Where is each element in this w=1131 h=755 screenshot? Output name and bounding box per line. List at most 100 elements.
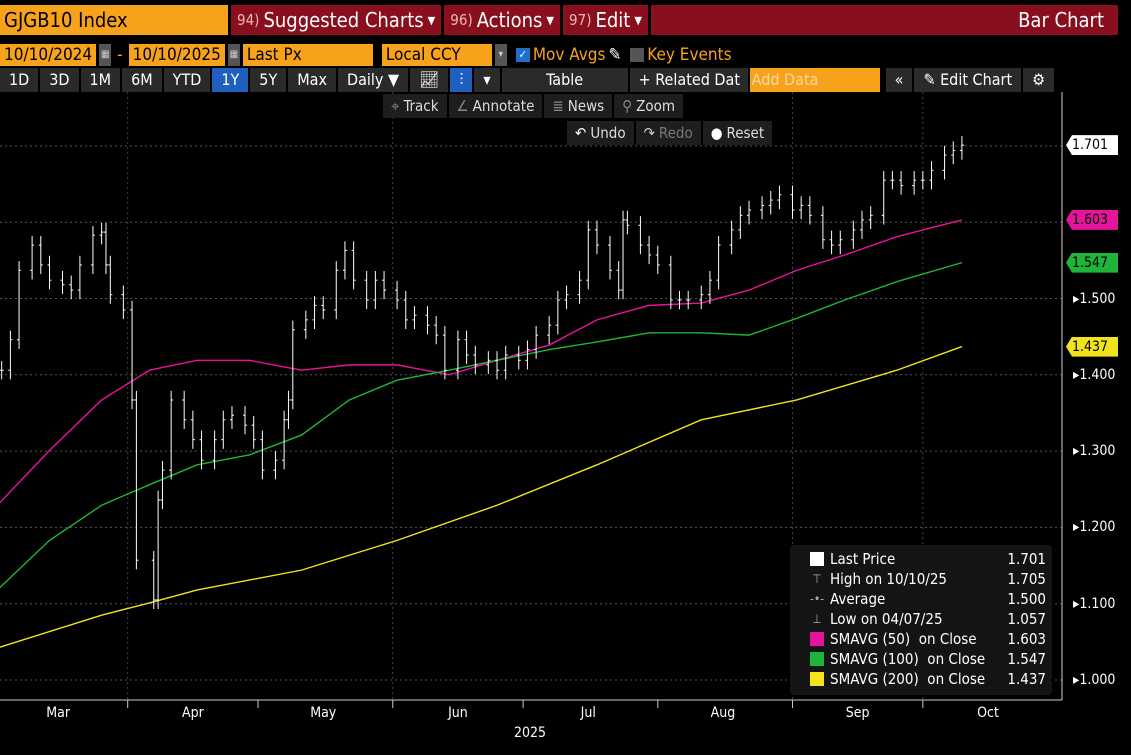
field-select[interactable]: Last Px: [242, 44, 373, 66]
range-3d[interactable]: 3D: [40, 68, 79, 92]
undo-label: Undo: [590, 124, 626, 142]
x-tick-label: May: [310, 705, 337, 721]
last-value-label: 1.547: [1066, 252, 1118, 273]
menu-label: Suggested Charts: [263, 8, 424, 32]
track-label: Track: [403, 97, 439, 115]
edit-menu[interactable]: 97) Edit ▼: [563, 5, 648, 35]
magnifier-icon: ⚲: [622, 97, 633, 115]
caret-down-icon: ▼: [427, 13, 436, 27]
legend-label: High on 10/10/25: [830, 570, 948, 588]
x-tick-label: Jul: [580, 705, 596, 721]
key-events-label: Key Events: [647, 45, 732, 65]
legend-label: SMAVG (200) on Close: [830, 670, 986, 688]
pencil-icon[interactable]: ✎: [608, 45, 622, 65]
x-tick-label: Mar: [46, 705, 71, 721]
edit-chart-button[interactable]: ✎ Edit Chart: [914, 68, 1022, 92]
x-year-label: 2025: [513, 725, 547, 741]
undo-button[interactable]: ↶ Undo: [567, 121, 634, 145]
ticker-field[interactable]: GJGB10 Index: [0, 5, 228, 35]
y-tick-label: ▸1.500: [1073, 290, 1116, 307]
pencil-icon: ✎: [923, 70, 941, 89]
dropdown-arrow-icon[interactable]: ▾: [494, 44, 507, 66]
reset-label: Reset: [726, 124, 765, 142]
low-marker-icon: ⊥: [812, 612, 822, 626]
toolbar: 1D 3D 1M 6M YTD 1Y 5Y Max Daily ▼ 📈︎ ⫶ ▾…: [0, 68, 1118, 92]
range-1d[interactable]: 1D: [0, 68, 39, 92]
legend-value: 1.603: [1007, 630, 1046, 648]
calendar-icon[interactable]: ▦: [227, 44, 240, 66]
chart-type-title: Bar Chart: [650, 5, 1118, 35]
collapse-icon[interactable]: «: [885, 68, 913, 92]
reset-button[interactable]: ● Reset: [702, 121, 773, 145]
redo-button[interactable]: ↷ Redo: [635, 121, 701, 145]
x-tick-label: Aug: [710, 705, 736, 721]
news-button[interactable]: ≣ News: [544, 94, 613, 118]
price-chart[interactable]: [0, 92, 1131, 755]
sma100-swatch: [810, 652, 824, 666]
key-events-checkbox[interactable]: [630, 48, 645, 62]
range-max[interactable]: Max: [288, 68, 336, 92]
legend-label: Average: [830, 590, 886, 608]
table-button[interactable]: Table: [501, 68, 628, 92]
x-tick-label: Apr: [181, 705, 204, 721]
legend-sma50: SMAVG (50) on Close 1.603: [794, 629, 1046, 649]
x-tick-label: Jun: [448, 705, 468, 721]
sma-line-0: [0, 219, 963, 504]
mov-avgs-label: Mov Avgs: [532, 45, 606, 65]
menu-number: 97): [569, 11, 592, 29]
range-ytd[interactable]: YTD: [163, 68, 211, 92]
legend-label: Last Price: [830, 550, 896, 568]
gear-icon[interactable]: ⚙: [1023, 68, 1054, 92]
range-1m[interactable]: 1M: [80, 68, 121, 92]
chart-legend: Last Price 1.701 ⊤ High on 10/10/25 1.705 -…: [790, 545, 1052, 695]
y-tick-label: ▸1.400: [1073, 366, 1116, 383]
calendar-icon[interactable]: ▦: [99, 44, 112, 66]
y-tick-label: ▸1.100: [1073, 595, 1116, 612]
related-data-button[interactable]: + Related Dat: [629, 68, 748, 92]
controls-row: 10/10/2024 ▦ - 10/10/2025 ▦ Last Px Loca…: [0, 44, 732, 66]
chart-tools: ⌖ Track ∠ Annotate ≣ News ⚲ Zoom: [383, 94, 683, 118]
bar-chart-icon[interactable]: ⫶: [450, 68, 473, 92]
period-select[interactable]: Daily ▼: [338, 68, 409, 92]
legend-value: 1.500: [1007, 590, 1046, 608]
track-button[interactable]: ⌖ Track: [383, 94, 447, 118]
last-value-label: 1.437: [1066, 336, 1118, 357]
last-value-label: 1.603: [1066, 209, 1118, 230]
annotate-button[interactable]: ∠ Annotate: [448, 94, 543, 118]
menu-number: 96): [450, 11, 473, 29]
suggested-charts-menu[interactable]: 94) Suggested Charts ▼: [231, 5, 442, 35]
last-value-label: 1.701: [1066, 135, 1118, 156]
range-5y[interactable]: 5Y: [250, 68, 287, 92]
legend-value: 1.705: [1007, 570, 1046, 588]
legend-average: -•- Average 1.500: [794, 589, 1046, 609]
y-tick-label: ▸1.300: [1073, 443, 1116, 460]
sma50-swatch: [810, 632, 824, 646]
legend-high: ⊤ High on 10/10/25 1.705: [794, 569, 1046, 589]
sma200-swatch: [810, 672, 824, 686]
actions-menu[interactable]: 96) Actions ▼: [444, 5, 561, 35]
mov-avgs-checkbox[interactable]: ✓: [515, 48, 530, 62]
legend-value: 1.057: [1007, 610, 1046, 628]
caret-down-icon: ▼: [634, 13, 642, 27]
chart-type-dropdown-icon[interactable]: ▾: [474, 68, 500, 92]
legend-low: ⊥ Low on 04/07/25 1.057: [794, 609, 1046, 629]
legend-last-price: Last Price 1.701: [794, 549, 1046, 569]
date-separator: -: [117, 45, 123, 65]
add-data-input[interactable]: Add Data: [749, 68, 880, 92]
x-tick-label: Sep: [845, 705, 870, 721]
line-chart-icon[interactable]: 📈︎: [410, 68, 449, 92]
undo-icon: ↶: [575, 124, 587, 142]
currency-select[interactable]: Local CCY: [381, 44, 492, 66]
end-date-input[interactable]: 10/10/2025: [128, 44, 225, 66]
range-1y[interactable]: 1Y: [212, 68, 249, 92]
caret-down-icon: ▼: [546, 13, 555, 27]
zoom-button[interactable]: ⚲ Zoom: [614, 94, 683, 118]
legend-value: 1.547: [1007, 650, 1046, 668]
crosshair-icon: ⌖: [391, 97, 400, 115]
start-date-input[interactable]: 10/10/2024: [0, 44, 97, 66]
high-marker-icon: ⊤: [812, 572, 822, 586]
range-6m[interactable]: 6M: [122, 68, 162, 92]
redo-icon: ↷: [643, 124, 655, 142]
legend-label: SMAVG (50) on Close: [830, 630, 977, 648]
average-marker-icon: -•-: [810, 592, 825, 606]
